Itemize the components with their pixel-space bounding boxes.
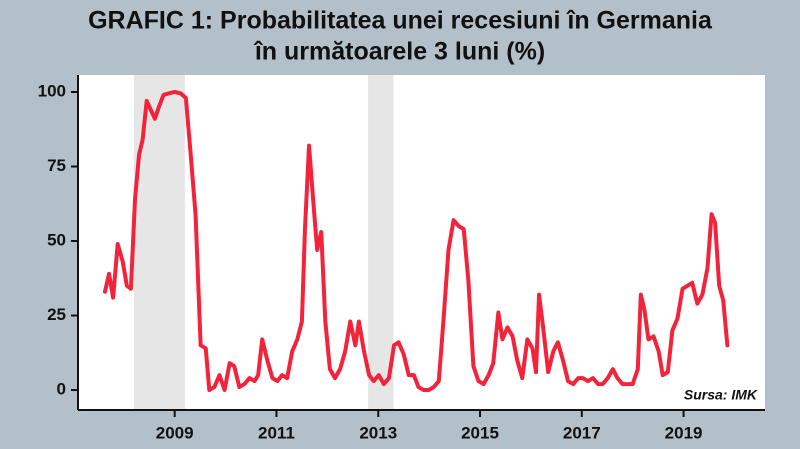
marks-layer [102,89,730,393]
y-tick-label: 50 [47,230,66,249]
data-line [102,89,730,393]
source-note: Sursa: IMK [684,387,758,403]
plot-area [78,75,765,410]
y-tick-label: 0 [57,380,66,399]
x-tick-label: 2015 [461,423,499,442]
y-tick-label: 25 [47,305,66,324]
chart-title: GRAFIC 1: Probabilitatea unei recesiuni … [88,7,713,35]
x-tick-label: 2011 [258,423,295,442]
x-tick-label: 2017 [563,423,601,442]
y-tick-label: 100 [38,81,66,100]
x-tick-label: 2019 [665,423,703,442]
x-tick-label: 2009 [156,423,194,442]
x-tick-label: 2013 [359,423,397,442]
recession-shading [368,75,394,410]
y-tick-label: 75 [47,156,66,175]
chart-title: în următoarele 3 luni (%) [253,38,545,66]
recession-shading [133,75,185,410]
